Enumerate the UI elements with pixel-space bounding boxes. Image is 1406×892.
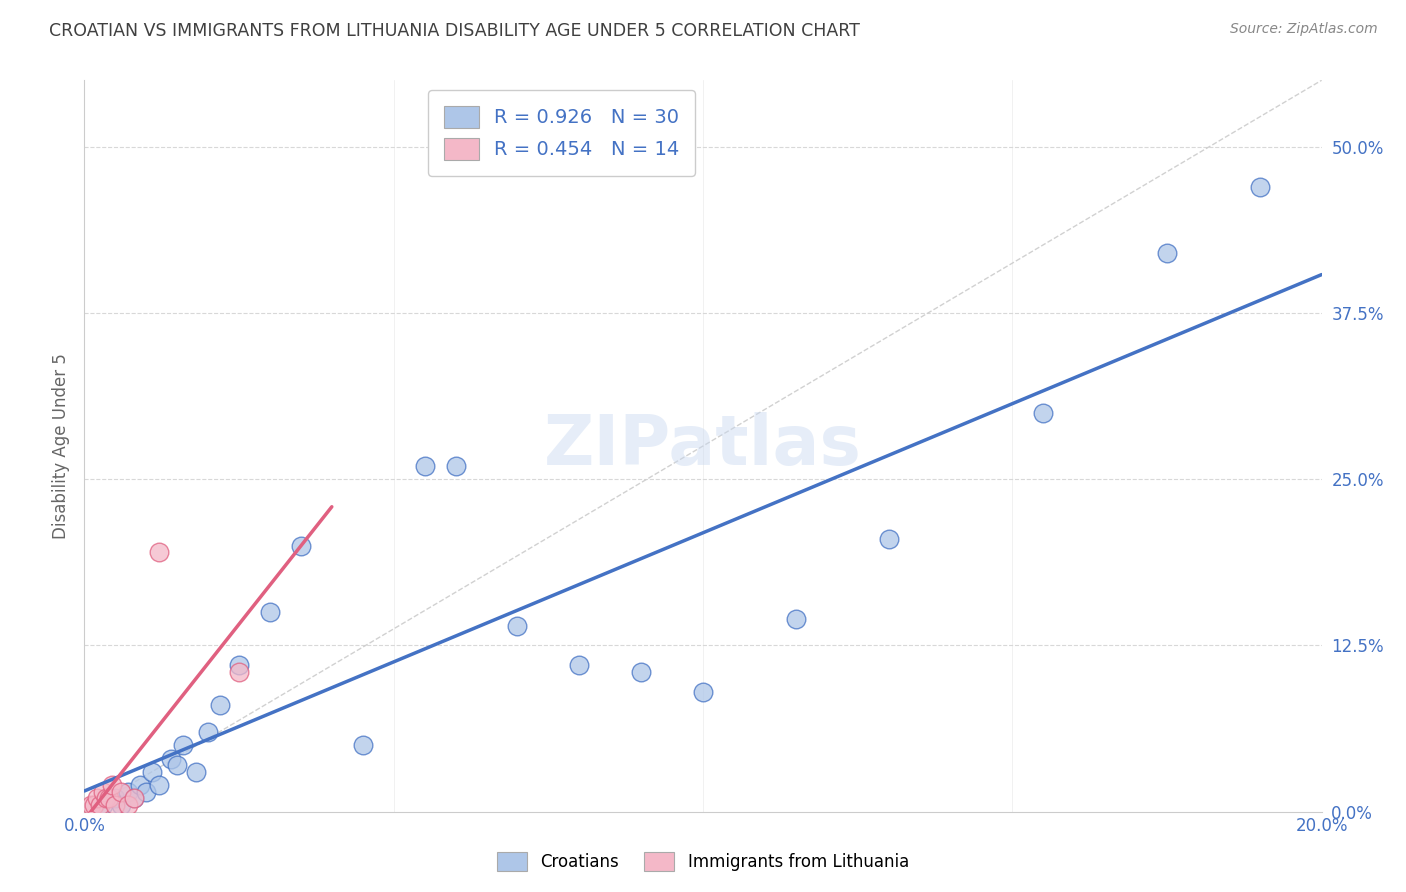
Point — [104, 791, 127, 805]
Point — [148, 778, 170, 792]
Point — [86, 791, 108, 805]
Point — [110, 785, 132, 799]
Point — [98, 791, 121, 805]
Point — [104, 798, 127, 813]
Point — [91, 785, 114, 799]
Point — [172, 738, 194, 752]
Point — [259, 605, 281, 619]
Point — [91, 798, 114, 813]
Point — [197, 725, 219, 739]
Point — [122, 791, 145, 805]
Point — [166, 758, 188, 772]
Point — [83, 798, 105, 813]
Point — [79, 798, 101, 813]
Point — [877, 532, 900, 546]
Text: Source: ZipAtlas.com: Source: ZipAtlas.com — [1230, 22, 1378, 37]
Point — [101, 778, 124, 792]
Point — [692, 685, 714, 699]
Point — [141, 764, 163, 779]
Point — [1249, 179, 1271, 194]
Legend: R = 0.926   N = 30, R = 0.454   N = 14: R = 0.926 N = 30, R = 0.454 N = 14 — [429, 90, 695, 176]
Y-axis label: Disability Age Under 5: Disability Age Under 5 — [52, 353, 70, 539]
Point — [1032, 406, 1054, 420]
Point — [228, 658, 250, 673]
Point — [89, 798, 111, 813]
Point — [117, 798, 139, 813]
Point — [117, 785, 139, 799]
Point — [184, 764, 207, 779]
Point — [785, 612, 807, 626]
Point — [135, 785, 157, 799]
Point — [228, 665, 250, 679]
Point — [290, 539, 312, 553]
Point — [110, 798, 132, 813]
Point — [568, 658, 591, 673]
Text: ZIPatlas: ZIPatlas — [544, 412, 862, 480]
Point — [94, 791, 117, 805]
Text: CROATIAN VS IMMIGRANTS FROM LITHUANIA DISABILITY AGE UNDER 5 CORRELATION CHART: CROATIAN VS IMMIGRANTS FROM LITHUANIA DI… — [49, 22, 860, 40]
Point — [444, 458, 467, 473]
Point — [122, 791, 145, 805]
Point — [413, 458, 436, 473]
Point — [129, 778, 152, 792]
Point — [630, 665, 652, 679]
Point — [209, 698, 232, 713]
Point — [1156, 246, 1178, 260]
Point — [160, 751, 183, 765]
Point — [148, 545, 170, 559]
Point — [352, 738, 374, 752]
Point — [506, 618, 529, 632]
Legend: Croatians, Immigrants from Lithuania: Croatians, Immigrants from Lithuania — [489, 843, 917, 880]
